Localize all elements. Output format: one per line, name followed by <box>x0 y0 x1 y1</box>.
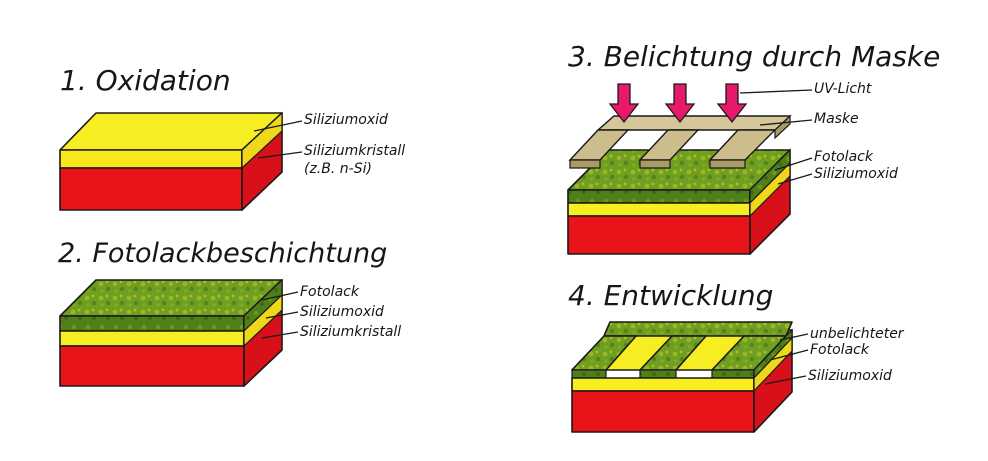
step3-side-oxide <box>749 161 791 218</box>
step2-block <box>59 278 283 387</box>
step4-finger-1-front <box>571 369 607 379</box>
step1-label-silicon: Siliziumkristall <box>304 143 405 159</box>
step4-label-unexposed: unbelichteter <box>810 326 905 342</box>
step3-title: 3. Belichtung durch Maske <box>568 40 940 73</box>
step1-oxide-front <box>59 149 243 169</box>
step4-finger-2-front <box>639 369 677 379</box>
uv-arrow-1 <box>608 83 640 124</box>
step3-leaders <box>739 89 813 185</box>
step3-label-photoresist: Fotolack <box>814 149 874 165</box>
step1-label-example: (z.B. n-Si) <box>304 161 372 177</box>
step4-oxide-front <box>571 377 755 392</box>
step4-silicon-front <box>571 390 755 433</box>
step1-label-oxide: Siliziumoxid <box>304 112 388 128</box>
step4-leaders <box>764 333 809 385</box>
step4-label-photoresist: Fotolack <box>810 342 870 358</box>
uv-arrows <box>608 83 748 124</box>
step3-photoresist-front <box>567 189 751 204</box>
mask-finger-3-front <box>709 159 746 169</box>
step3-label-oxide: Siliziumoxid <box>814 166 898 182</box>
step1-leaders <box>253 120 303 159</box>
step2-silicon-front <box>59 345 245 387</box>
step3-silicon-front <box>567 215 751 255</box>
step2-oxide-front <box>59 330 245 347</box>
mask-finger-2-front <box>639 159 671 169</box>
step1-title: 1. Oxidation <box>60 64 231 97</box>
step2-leaders <box>261 291 299 339</box>
step4-label-oxide: Siliziumoxid <box>808 368 892 384</box>
step3-oxide-front <box>567 202 751 217</box>
mask-side <box>774 114 791 140</box>
step2-label-silicon: Siliziumkristall <box>300 324 401 340</box>
uv-arrow-3 <box>716 83 748 124</box>
mask-finger-1-front <box>569 159 601 169</box>
step1-block <box>59 111 283 211</box>
step2-title: 2. Fotolackbeschichtung <box>58 238 387 269</box>
step4-resist-back <box>603 321 793 337</box>
step3-label-uv: UV-Licht <box>814 81 872 97</box>
step2-photoresist-front <box>59 315 245 332</box>
step2-label-photoresist: Fotolack <box>300 284 360 300</box>
uv-arrow-2 <box>664 83 696 124</box>
step1-silicon-front <box>59 167 243 211</box>
step3-label-mask: Maske <box>814 111 859 127</box>
step3-mask <box>568 114 792 169</box>
step2-label-oxide: Siliziumoxid <box>300 304 384 320</box>
step4-block <box>571 321 793 433</box>
step4-title: 4. Entwicklung <box>568 279 773 312</box>
step3-block <box>567 148 791 255</box>
step2-side-oxide <box>243 293 283 348</box>
step4-finger-3-front <box>711 369 755 379</box>
step4-side-oxide <box>753 336 793 393</box>
